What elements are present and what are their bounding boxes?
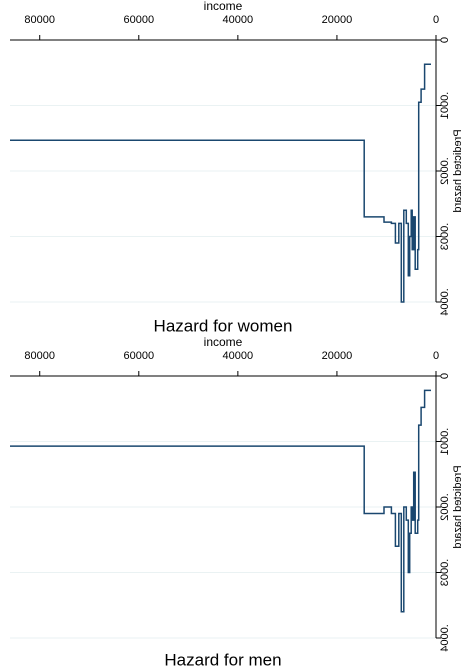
- y-tick-label: .0004: [439, 288, 451, 316]
- y-axis-title: Predicted hazard: [452, 465, 464, 548]
- x-tick-label: 0: [433, 350, 439, 362]
- y-tick-label: .0001: [439, 92, 451, 120]
- x-tick-label: 60000: [123, 14, 154, 26]
- y-tick-label: .0001: [439, 428, 451, 456]
- y-tick-label: .0004: [439, 624, 451, 652]
- y-tick-label: .0002: [439, 493, 451, 521]
- x-tick-label: 40000: [223, 14, 254, 26]
- y-tick-label: .0003: [439, 223, 451, 251]
- chart-title: Hazard for men: [164, 651, 281, 666]
- y-tick-label: .0003: [439, 559, 451, 587]
- y-tick-label: 0: [439, 373, 451, 379]
- series-line: [10, 389, 431, 613]
- x-axis-title: income: [204, 335, 243, 349]
- x-tick-label: 80000: [24, 350, 55, 362]
- x-axis-title: income: [204, 0, 243, 13]
- series-line: [10, 63, 431, 303]
- x-tick-label: 40000: [223, 350, 254, 362]
- y-tick-label: .0002: [439, 157, 451, 185]
- x-tick-label: 80000: [24, 14, 55, 26]
- y-axis-title: Predicted hazard: [452, 129, 464, 212]
- x-tick-label: 0: [433, 14, 439, 26]
- x-tick-label: 20000: [322, 350, 353, 362]
- y-tick-label: 0: [439, 37, 451, 43]
- x-tick-label: 20000: [322, 14, 353, 26]
- chart-title: Hazard for women: [154, 317, 293, 336]
- x-tick-label: 60000: [123, 350, 154, 362]
